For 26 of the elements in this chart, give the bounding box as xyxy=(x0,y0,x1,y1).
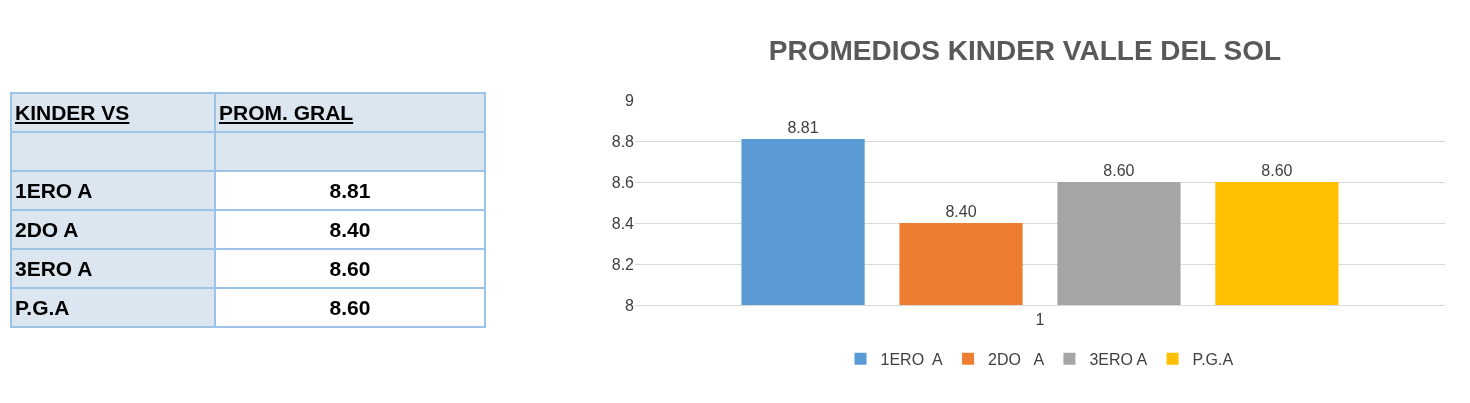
text: 8.81 xyxy=(329,178,371,202)
text: 8.60 xyxy=(329,256,371,280)
text: 8.60 xyxy=(329,295,371,319)
category-label: P.G.A xyxy=(11,288,215,327)
category-label: 2DO A xyxy=(11,210,215,249)
data-label: 8.81 xyxy=(787,118,819,136)
legend-label: 1ERO A xyxy=(880,351,944,369)
chart-title: PROMEDIOS KINDER VALLE DEL SOL xyxy=(768,34,1282,66)
text: 8.40 xyxy=(329,217,371,241)
legend-label: 2DO A xyxy=(988,351,1045,369)
text: PROM. GRAL xyxy=(215,93,485,132)
x-tick-label: 1 xyxy=(1035,311,1045,329)
y-tick-label: 9 xyxy=(625,91,635,109)
data-label: 8.40 xyxy=(945,203,977,220)
legend-label: 3ERO A xyxy=(1089,351,1148,369)
y-tick-label: 8.4 xyxy=(611,214,635,232)
data-label: 8.60 xyxy=(1103,162,1135,179)
y-tick-label: 8 xyxy=(625,296,635,314)
y-tick-label: 8.2 xyxy=(611,255,635,273)
y-tick-label: 8.8 xyxy=(611,132,635,150)
data-label: 8.60 xyxy=(1261,162,1293,179)
category-label: 1ERO A xyxy=(11,171,215,210)
legend-label: P.G.A xyxy=(1192,351,1234,369)
text: KINDER VS xyxy=(11,93,215,132)
category-label: 3ERO A xyxy=(11,249,215,288)
y-tick-label: 8.6 xyxy=(611,173,635,191)
